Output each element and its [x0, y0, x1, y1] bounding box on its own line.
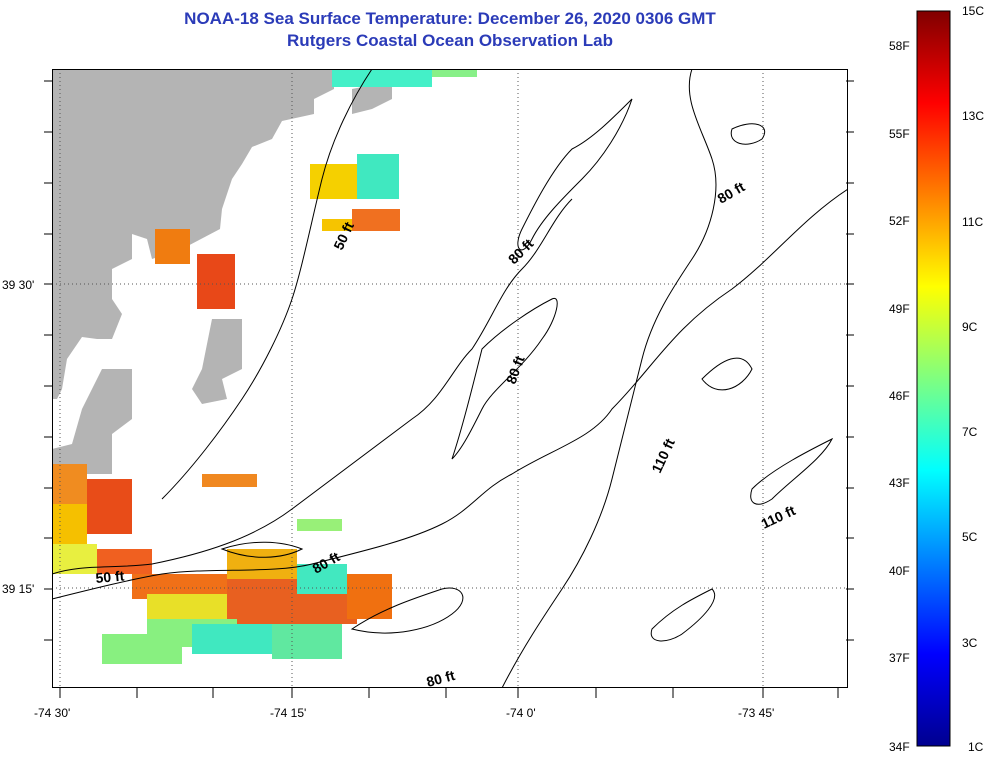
map-title: NOAA-18 Sea Surface Temperature: Decembe…	[0, 8, 900, 52]
longitude-label: -74 0'	[506, 706, 536, 720]
colorbar-fahrenheit-label: 58F	[889, 39, 910, 53]
isobath-contours	[52, 69, 848, 688]
colorbar-fahrenheit-label: 34F	[889, 740, 910, 754]
colorbar-celsius-label: 13C	[962, 109, 985, 123]
colorbar-celsius-label: 1C	[968, 740, 984, 754]
colorbar-fahrenheit-label: 46F	[889, 389, 910, 403]
colorbar-celsius-label: 9C	[962, 320, 978, 334]
colorbar-celsius-label: 15C	[962, 4, 985, 18]
map-area[interactable]: 50 ft 80 ft 80 ft 80 ft 110 ft 110 ft 50…	[52, 69, 848, 688]
colorbar-fahrenheit-label: 37F	[889, 651, 910, 665]
contour-label: 80 ft	[425, 667, 457, 688]
colorbar-celsius-label: 11C	[962, 215, 984, 229]
colorbar-fahrenheit-label: 55F	[889, 127, 910, 141]
contour-label: 50 ft	[95, 568, 125, 586]
colorbar-fahrenheit-label: 52F	[889, 214, 910, 228]
temperature-colorbar	[916, 10, 951, 747]
longitude-label: -73 45'	[738, 706, 775, 720]
colorbar-fahrenheit-label: 40F	[889, 564, 910, 578]
title-line-2: Rutgers Coastal Ocean Observation Lab	[287, 31, 613, 50]
longitude-label: -74 15'	[270, 706, 307, 720]
colorbar-celsius-label: 7C	[962, 425, 978, 439]
colorbar-fahrenheit-label: 43F	[889, 476, 910, 490]
colorbar-celsius-label: 3C	[962, 636, 978, 650]
latitude-label: 39 15'	[2, 582, 35, 596]
longitude-label: -74 30'	[34, 706, 71, 720]
colorbar-celsius-label: 5C	[962, 530, 978, 544]
latitude-label: 39 30'	[2, 278, 35, 292]
graticule	[52, 69, 848, 688]
title-line-1: NOAA-18 Sea Surface Temperature: Decembe…	[184, 9, 716, 28]
colorbar-fahrenheit-label: 49F	[889, 302, 910, 316]
land-mass	[52, 69, 392, 479]
